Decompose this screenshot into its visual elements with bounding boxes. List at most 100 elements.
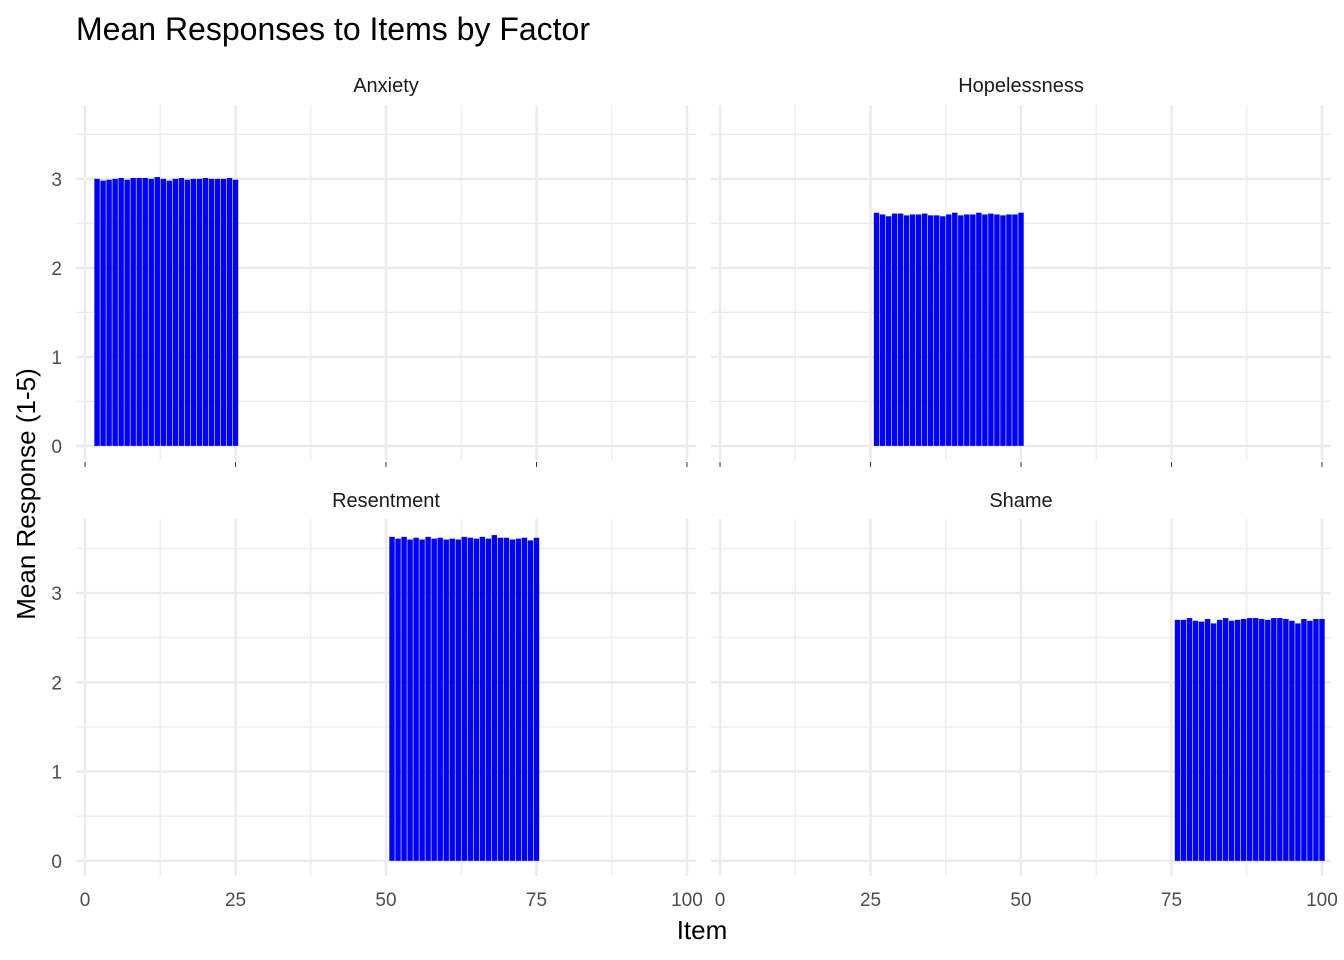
bar-item-75	[533, 537, 540, 861]
bar-item-11	[148, 178, 154, 446]
bar-item-33	[915, 214, 922, 446]
bar-item-71	[509, 539, 516, 861]
bar-item-88	[1247, 618, 1253, 861]
y-tick-label: 3	[51, 170, 62, 191]
bar-item-23	[220, 178, 227, 446]
bar-item-68	[491, 535, 498, 861]
bar-item-85	[1228, 620, 1235, 861]
facet-strip-label: Hopelessness	[958, 75, 1084, 97]
y-tick-label: 1	[51, 763, 62, 784]
bar-item-100	[1319, 618, 1325, 861]
x-tick-label: 75	[526, 890, 547, 911]
bar-item-26	[873, 212, 880, 446]
bar-item-13	[160, 178, 166, 446]
bar-item-3	[100, 180, 106, 446]
bar-item-5	[112, 178, 118, 446]
bar-item-34	[921, 213, 928, 446]
bar-item-47	[1000, 215, 1006, 446]
bar-item-81	[1204, 618, 1211, 861]
bar-item-84	[1222, 618, 1229, 861]
bar-item-74	[527, 540, 534, 861]
bar-item-28	[885, 216, 892, 446]
bar-item-95	[1289, 620, 1295, 861]
facet-strip-label: Anxiety	[353, 75, 419, 97]
bar-item-67	[485, 538, 492, 861]
y-tick-label: 2	[51, 673, 62, 694]
bar-item-42	[970, 214, 976, 446]
x-tick-label: 0	[80, 890, 91, 911]
bar-item-22	[214, 178, 221, 446]
bar-item-20	[202, 177, 209, 446]
bar-item-89	[1253, 618, 1259, 861]
bar-item-97	[1301, 618, 1307, 861]
bar-item-90	[1259, 618, 1265, 861]
facet-panel-resentment: Resentment 0 1 2 3 0 25 50 75 100	[51, 490, 702, 911]
x-tick-label: 100	[671, 890, 703, 911]
bar-item-51	[389, 536, 395, 861]
bar-item-15	[172, 178, 179, 446]
bar-item-56	[419, 539, 425, 861]
bar-item-80	[1198, 621, 1205, 861]
bar-item-17	[184, 179, 191, 446]
bar-item-87	[1241, 618, 1247, 861]
bar-item-96	[1295, 623, 1301, 861]
bar-item-24	[226, 177, 233, 446]
bar-item-2	[94, 178, 100, 446]
bar-item-83	[1216, 619, 1223, 861]
bar-item-93	[1277, 618, 1283, 861]
y-tick-label: 1	[51, 348, 62, 369]
bar-item-6	[118, 177, 124, 446]
x-tick-label: 50	[1010, 890, 1031, 911]
bar-item-69	[497, 537, 504, 861]
bar-item-61	[449, 538, 455, 861]
bar-item-62	[455, 539, 461, 861]
bar-item-63	[461, 536, 467, 861]
chart-title: Mean Responses to Items by Factor	[76, 11, 590, 47]
facet-strip-label: Shame	[989, 490, 1052, 512]
bar-item-54	[407, 539, 413, 861]
bar-item-30	[897, 213, 904, 446]
bar-item-8	[130, 177, 136, 446]
x-tick-label: 25	[860, 890, 881, 911]
bar-item-49	[1012, 214, 1018, 446]
bar-item-76	[1174, 619, 1181, 861]
bar-item-18	[190, 178, 197, 446]
facet-panel-anxiety: Anxiety 0 1 2 3	[51, 75, 696, 467]
facet-panel-hopelessness: Hopelessness	[711, 75, 1331, 467]
bar-item-37	[940, 216, 946, 446]
y-tick-label: 0	[51, 437, 62, 458]
bar-item-38	[946, 214, 952, 446]
bar-item-70	[503, 537, 510, 861]
bar-item-4	[106, 179, 112, 446]
facet-panels: Anxiety 0 1 2 3 Hopelessness Resentment 0 1 2 3 0 25…	[51, 75, 1337, 911]
bar-item-41	[964, 214, 970, 446]
x-tick-label: 25	[225, 890, 246, 911]
bar-item-92	[1271, 618, 1277, 861]
y-tick-label: 0	[51, 852, 62, 873]
bar-item-64	[467, 537, 473, 861]
bar-item-19	[196, 178, 203, 446]
bar-item-44	[982, 214, 988, 446]
bar-item-77	[1180, 619, 1187, 861]
bar-item-58	[431, 538, 437, 861]
x-tick-label: 50	[375, 890, 396, 911]
bar-item-79	[1192, 620, 1199, 861]
bar-item-36	[934, 215, 940, 446]
bar-item-10	[142, 177, 148, 446]
bar-item-94	[1283, 618, 1289, 861]
bar-item-59	[437, 537, 443, 861]
bar-item-35	[928, 215, 934, 446]
bar-item-65	[473, 538, 479, 861]
bar-item-16	[178, 177, 185, 446]
facet-panel-shame: Shame 0 25 50 75 100	[711, 490, 1338, 911]
bar-item-57	[425, 536, 431, 861]
bar-item-14	[166, 180, 173, 446]
bar-item-45	[988, 213, 994, 446]
x-tick-label: 0	[715, 890, 726, 911]
bar-item-73	[521, 537, 528, 861]
bar-item-27	[879, 214, 886, 446]
bar-item-46	[994, 214, 1000, 446]
bar-item-12	[154, 177, 160, 446]
bar-item-55	[413, 537, 419, 861]
